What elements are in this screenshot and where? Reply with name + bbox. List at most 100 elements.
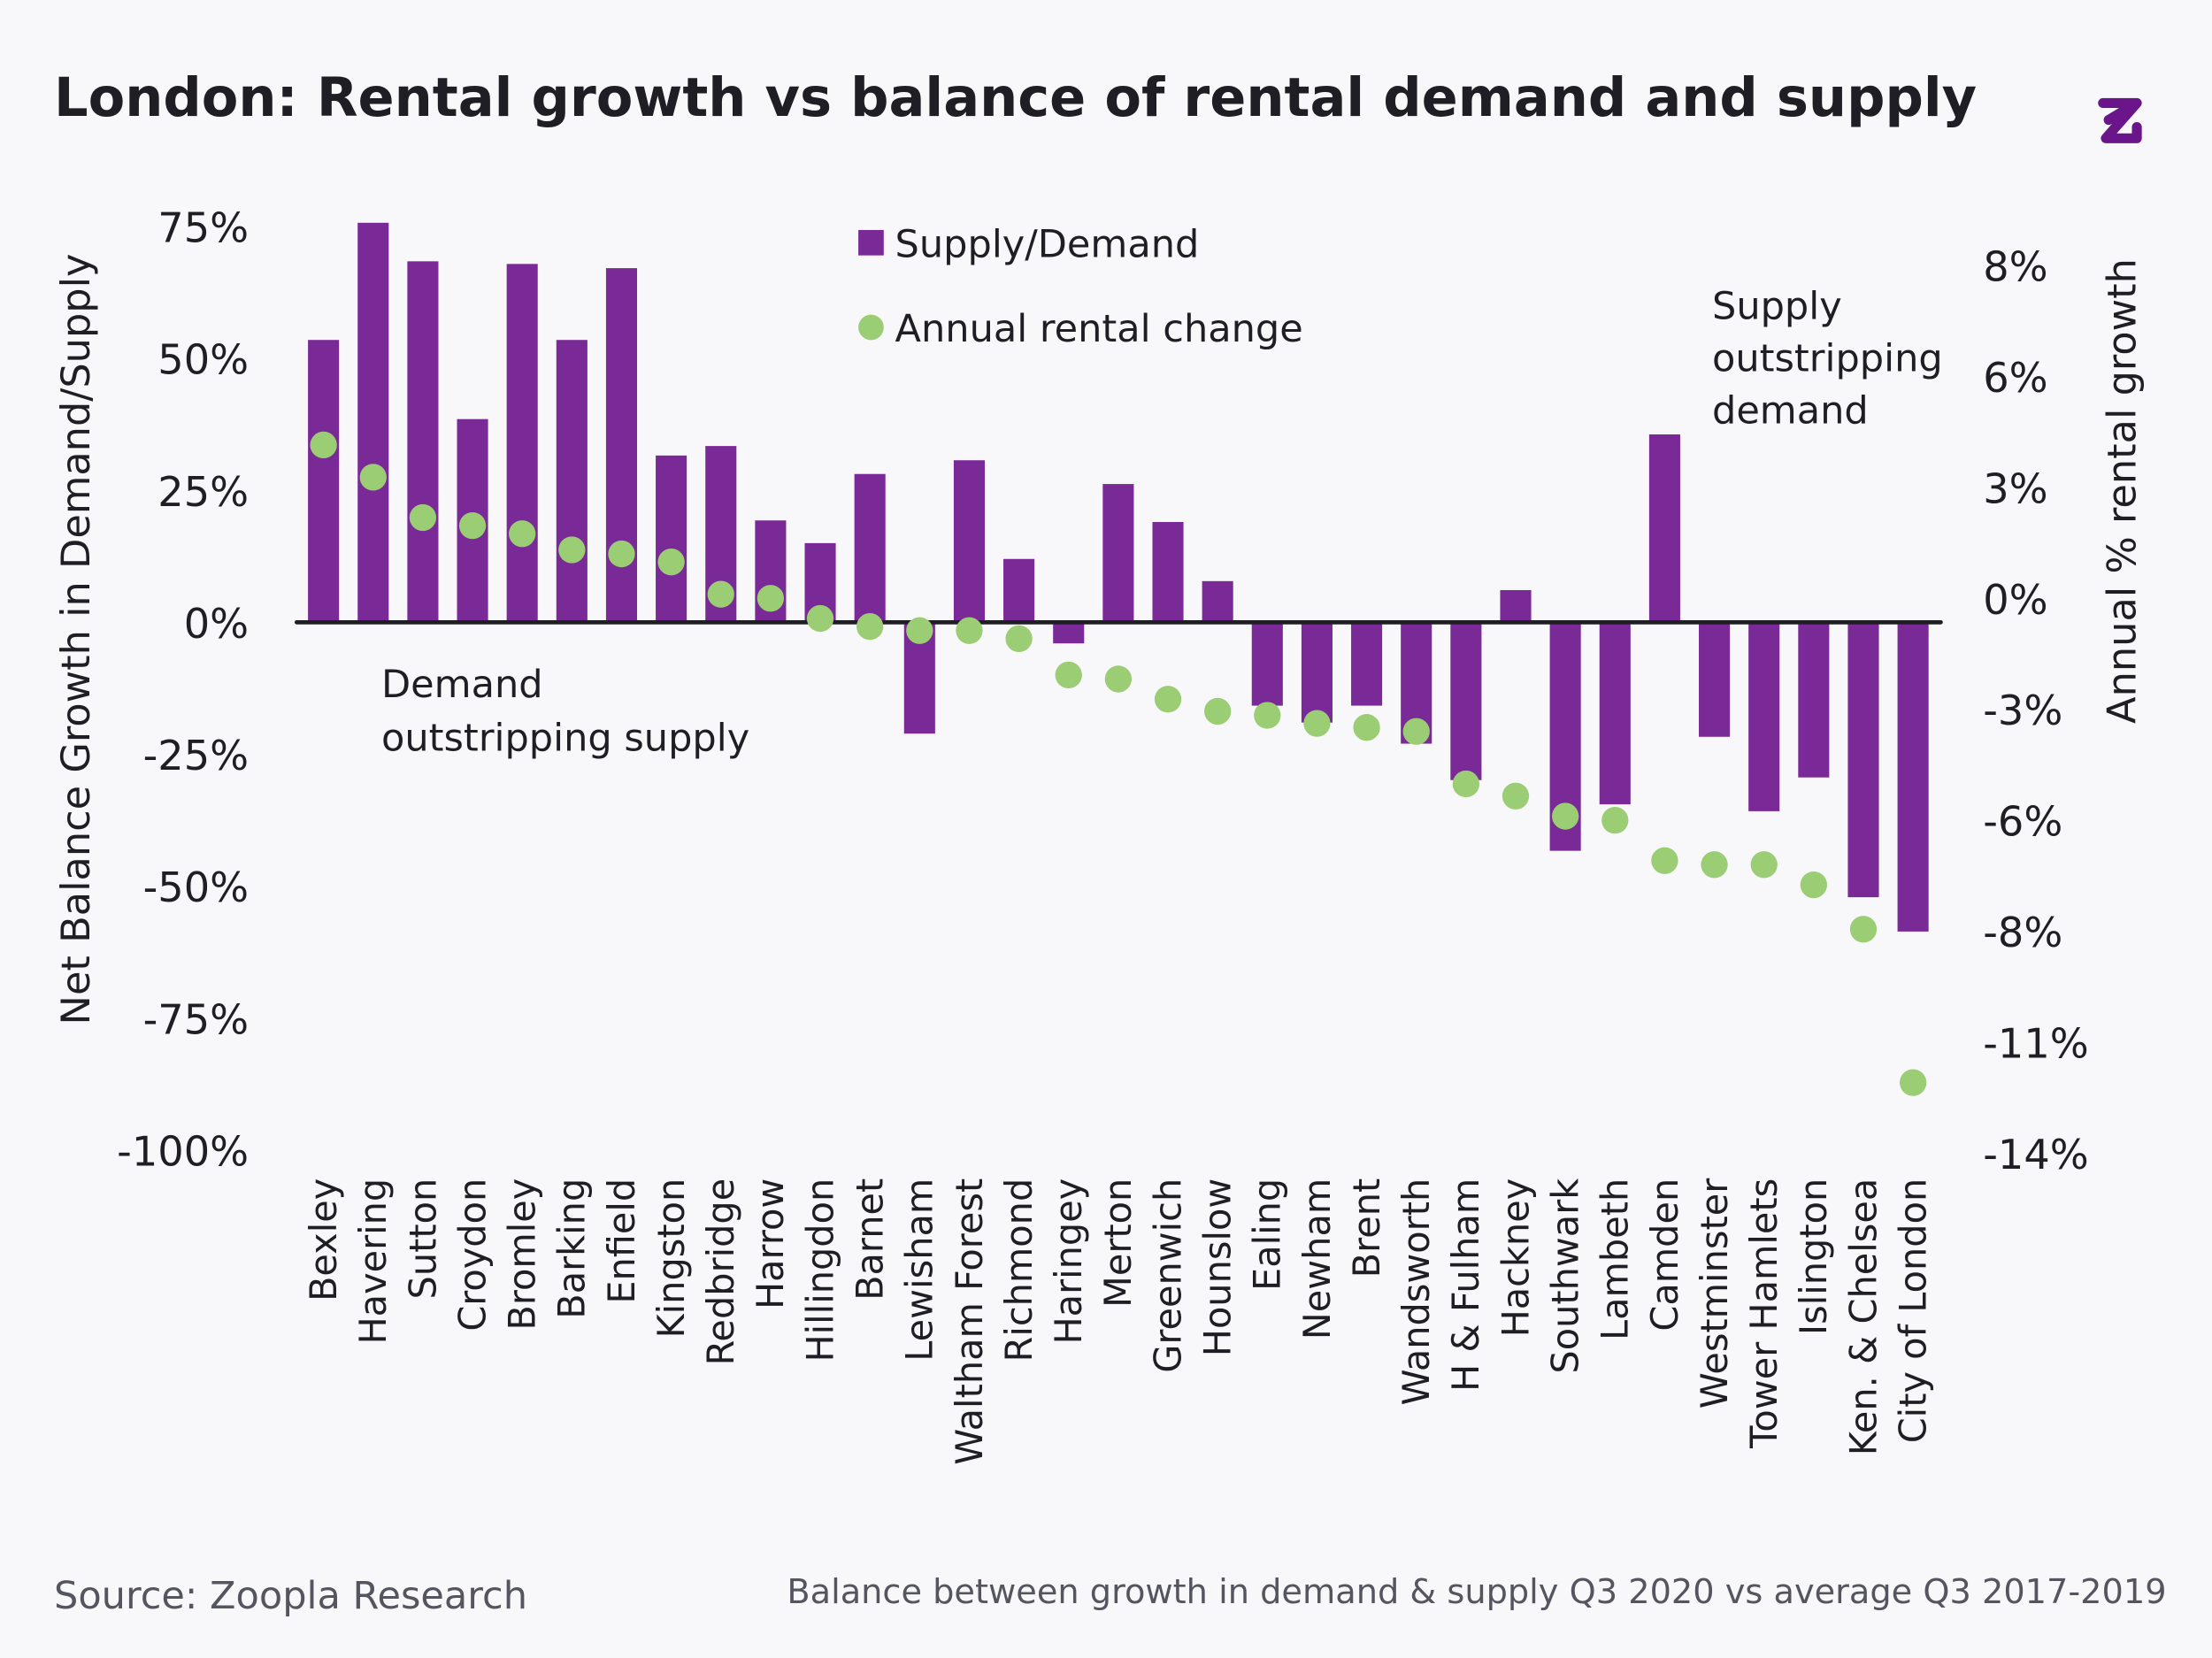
dot-ken-chelsea [1849,916,1878,943]
bar-hounslow [1202,580,1233,623]
dot-hackney [1502,782,1530,810]
dot-lambeth [1601,806,1629,834]
category-label: Havering [352,1178,395,1345]
y-tick-left: 0% [184,600,249,648]
bar-tower-hamlets [1748,622,1780,811]
category-label: Sutton [402,1178,444,1300]
y-tick-right: 3% [1983,464,2047,512]
dot-greenwich [1154,686,1182,713]
y-tick-right: 0% [1983,576,2047,624]
y-tick-left: -75% [143,995,250,1043]
dot-waltham-forest [956,617,983,644]
y-tick-right: 8% [1983,242,2047,290]
bar-havering [357,222,389,623]
annotation-demand: Demand outstripping supply [381,663,749,761]
bar-ken-chelsea [1847,622,1879,898]
bar-barking [556,340,588,623]
category-label: Tower Hamlets [1743,1178,1786,1449]
bar-waltham-forest [953,460,985,623]
dot-southwark [1551,802,1579,830]
dot-richmond [1005,625,1033,653]
category-label: Redbridge [700,1178,742,1366]
bar-brent [1351,622,1383,706]
dot-ealing [1254,702,1281,729]
bar-bexley [308,340,340,623]
category-label: Ealing [1247,1178,1289,1291]
category-label: Westminster [1694,1178,1736,1409]
bar-camden [1648,434,1680,623]
category-label: H & Fulham [1445,1178,1487,1392]
category-label: Ken. & Chelsea [1842,1178,1885,1456]
category-label: Lewisham [899,1178,941,1362]
dot-brent [1353,714,1380,741]
category-label: Islington [1793,1178,1835,1335]
source-text: Source: Zoopla Research [54,1574,527,1618]
category-label: Barnet [849,1178,892,1301]
dot-barking [558,536,586,564]
annotation-supply: Supply outstripping demand [1712,284,1943,433]
category-label: Kingston [650,1178,693,1339]
annotation-line: Demand [381,663,543,707]
y-tick-right: -11% [1983,1020,2089,1068]
category-label: Merton [1097,1178,1140,1308]
y-tick-right: -3% [1983,687,2062,734]
category-label: Harrow [749,1178,792,1309]
dot-newham [1303,710,1331,737]
dot-redbridge [707,580,734,608]
y-tick-right: 6% [1983,354,2047,402]
category-label: Hackney [1494,1178,1537,1338]
bar-lambeth [1599,622,1631,805]
legend-label-rental-change: Annual rental change [895,307,1303,351]
legend-bar-swatch [858,229,884,256]
dot-bromley [509,520,536,548]
dot-westminster [1701,851,1728,879]
annotation-line: outstripping [1712,336,1943,380]
dot-islington [1800,871,1827,899]
dot-croydon [458,511,487,540]
category-label: Croydon [451,1178,494,1332]
bar-city-of-london [1897,622,1929,932]
dot-merton [1104,665,1133,693]
dot-wandsworth [1402,718,1430,745]
bar-barnet [854,473,886,623]
bar-greenwich [1152,522,1184,623]
bar-islington [1798,622,1830,778]
annotation-line: demand [1712,388,1869,433]
y-tick-right: -8% [1983,909,2062,956]
annotation-line: Supply [1712,284,1842,328]
category-label: Barking [551,1178,594,1319]
logo-z-icon [2098,97,2142,143]
y-tick-left: 25% [157,468,249,516]
category-label: Waltham Forest [949,1178,991,1465]
dot-city-of-london [1899,1069,1927,1096]
category-label: Richmond [998,1178,1041,1362]
dot-bexley [310,431,337,459]
bar-richmond [1003,558,1035,623]
category-label: Haringey [1048,1178,1090,1345]
y-tick-right: -6% [1983,798,2062,846]
y-tick-right: -14% [1983,1131,2089,1178]
dot-sutton [409,503,437,532]
category-label: Camden [1644,1178,1686,1332]
zoopla-logo [2098,97,2142,143]
bar-ealing [1251,622,1283,706]
bar-merton [1102,484,1134,623]
bar-h-fulham [1450,622,1482,780]
category-label: Greenwich [1147,1178,1189,1373]
dot-camden [1651,847,1678,874]
y-tick-left: 50% [157,336,249,384]
category-label: Newham [1296,1178,1339,1339]
bar-haringey [1053,622,1085,644]
category-label: Brent [1346,1178,1388,1278]
category-label: Wandsworth [1395,1178,1438,1406]
dot-tower-hamlets [1750,851,1778,879]
bar-newham [1301,622,1333,723]
dot-hounslow [1204,697,1232,725]
bar-kingston [656,455,687,623]
dot-harrow [757,585,785,612]
category-label: City of London [1892,1178,1934,1444]
footnote-text: Balance between growth in demand & suppl… [787,1572,2166,1612]
category-label: Bexley [303,1178,345,1301]
dot-kingston [657,549,685,576]
annotation-line: outstripping supply [381,716,749,760]
